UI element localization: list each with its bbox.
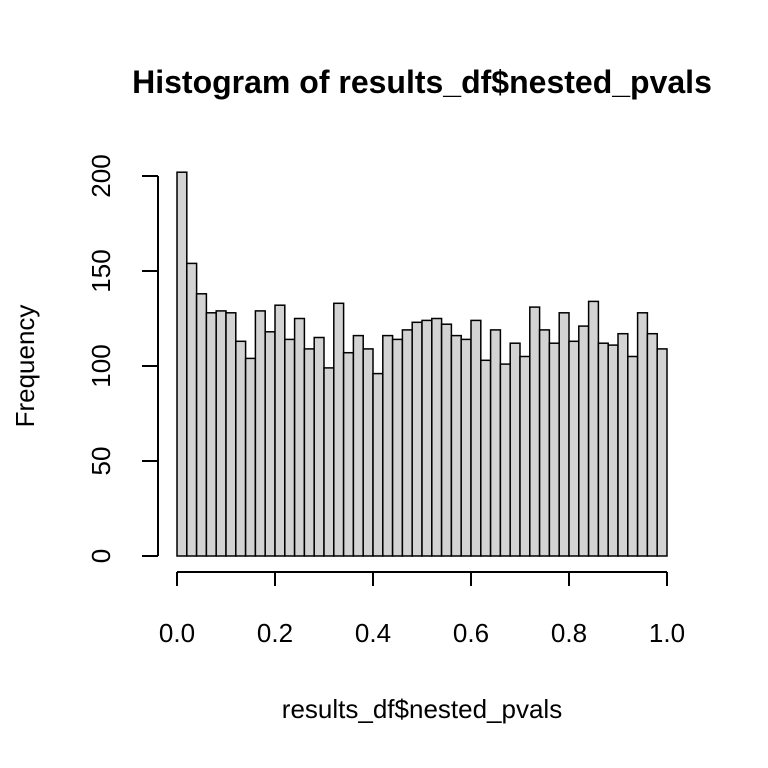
histogram-bar bbox=[480, 359, 492, 557]
histogram-bar bbox=[235, 340, 247, 557]
histogram-bar bbox=[215, 310, 227, 557]
histogram-bar bbox=[519, 355, 531, 557]
histogram-bar bbox=[274, 304, 286, 557]
histogram-bar bbox=[176, 171, 188, 557]
histogram-bar bbox=[548, 342, 560, 557]
histogram-bar bbox=[529, 306, 541, 557]
histogram-bar bbox=[352, 334, 364, 557]
histogram-bar bbox=[362, 348, 374, 557]
histogram-bar bbox=[440, 323, 453, 557]
histogram-bar bbox=[597, 342, 609, 557]
x-tick-label: 0.0 bbox=[159, 618, 195, 648]
histogram-bar bbox=[568, 340, 580, 557]
histogram-bar bbox=[323, 367, 335, 557]
histogram-bar bbox=[254, 310, 266, 557]
x-tick-label: 1.0 bbox=[649, 618, 685, 648]
histogram-bar bbox=[313, 336, 325, 557]
x-tick-label: 0.2 bbox=[257, 618, 293, 648]
y-tick-label: 200 bbox=[86, 154, 116, 197]
x-tick-label: 0.8 bbox=[551, 618, 587, 648]
histogram-bar bbox=[411, 321, 423, 557]
histogram-bar bbox=[333, 302, 345, 557]
histogram-bar bbox=[460, 338, 472, 557]
histogram-bar bbox=[499, 363, 511, 557]
chart-title: Histogram of results_df$nested_pvals bbox=[132, 64, 712, 100]
histogram-bar bbox=[431, 317, 443, 557]
y-tick-label: 150 bbox=[86, 249, 116, 292]
histogram-bar bbox=[509, 342, 521, 557]
histogram-bar bbox=[372, 372, 384, 557]
histogram-bar bbox=[450, 334, 462, 557]
histogram-bar bbox=[293, 317, 306, 557]
x-axis: 0.0 0.2 0.4 0.6 0.8 1.0 bbox=[159, 571, 685, 648]
y-tick-label: 0 bbox=[86, 549, 116, 563]
histogram-bar bbox=[538, 329, 551, 557]
x-axis-label: results_df$nested_pvals bbox=[282, 694, 562, 724]
histogram-bar bbox=[264, 331, 276, 557]
y-axis-label: Frequency bbox=[10, 305, 40, 428]
histogram-bar bbox=[578, 325, 590, 557]
histogram-bar bbox=[342, 351, 355, 557]
histogram-bar bbox=[607, 344, 619, 557]
histogram-bar bbox=[646, 332, 658, 557]
y-tick-label: 100 bbox=[86, 344, 116, 387]
histogram-bar bbox=[401, 329, 413, 557]
histogram-bar bbox=[627, 355, 639, 557]
histogram-bar bbox=[656, 348, 668, 557]
histogram-bars bbox=[176, 171, 668, 557]
histogram-bar bbox=[195, 293, 208, 557]
histogram-bar bbox=[391, 338, 404, 557]
histogram-bar bbox=[225, 312, 237, 557]
histogram-bar bbox=[303, 348, 315, 557]
histogram-bar bbox=[617, 332, 629, 557]
histogram-bar bbox=[205, 312, 217, 557]
histogram-bar bbox=[489, 329, 502, 557]
histogram-bar bbox=[244, 357, 257, 557]
histogram-bar bbox=[558, 312, 570, 557]
x-tick-label: 0.4 bbox=[355, 618, 391, 648]
histogram-bar bbox=[284, 338, 296, 557]
x-tick-label: 0.6 bbox=[453, 618, 489, 648]
y-axis: 0 50 100 150 200 bbox=[86, 154, 159, 563]
histogram-bar bbox=[186, 262, 198, 557]
histogram-bar bbox=[636, 312, 649, 557]
histogram-bar bbox=[421, 319, 433, 557]
histogram-bar bbox=[470, 319, 482, 557]
histogram-bar bbox=[382, 334, 394, 557]
y-tick-label: 50 bbox=[86, 447, 116, 476]
histogram-bar bbox=[587, 300, 600, 557]
